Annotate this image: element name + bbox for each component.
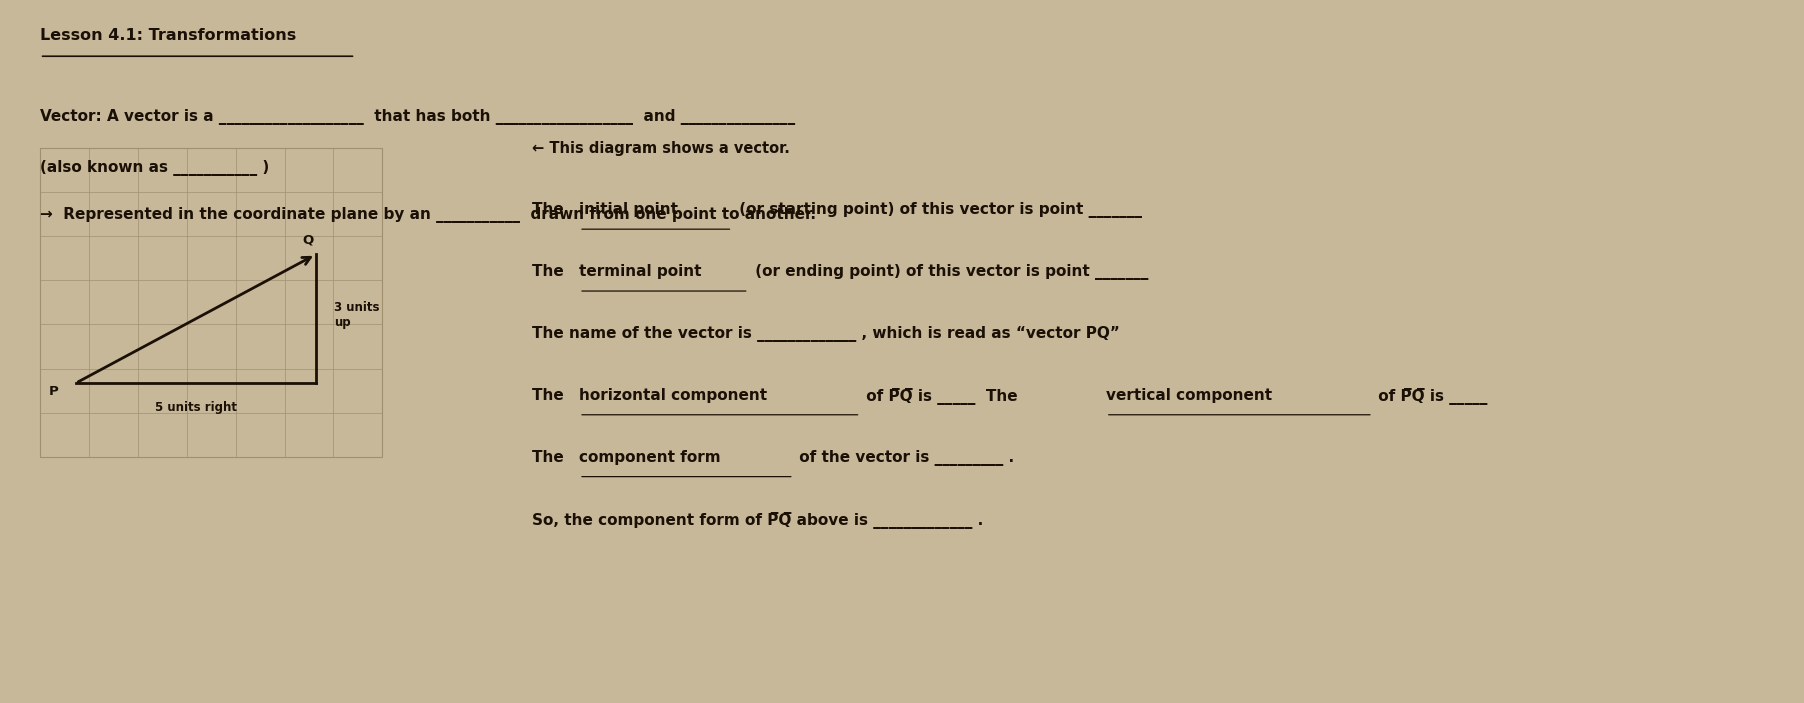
Text: of the vector is _________ .: of the vector is _________ . [794,450,1014,466]
Text: component form: component form [579,450,722,465]
Text: Q: Q [303,233,314,246]
Text: horizontal component: horizontal component [579,388,767,403]
Text: The name of the vector is _____________ , which is read as “vector PQ”: The name of the vector is _____________ … [532,326,1120,342]
Text: Vector: A vector is a ___________________  that has both __________________  and: Vector: A vector is a __________________… [40,109,796,125]
Text: initial point: initial point [579,202,678,217]
Text: of P̅Q̅ is _____: of P̅Q̅ is _____ [1373,388,1486,405]
Text: P: P [49,385,60,397]
Text: 3 units
up: 3 units up [334,302,379,329]
Text: (or ending point) of this vector is point _______: (or ending point) of this vector is poin… [750,264,1149,280]
Text: The: The [532,450,570,465]
Text: terminal point: terminal point [579,264,702,279]
Text: →  Represented in the coordinate plane by an ___________  drawn from one point t: → Represented in the coordinate plane by… [40,207,815,224]
Bar [40,148,382,457]
Text: The: The [532,388,570,403]
Text: 5 units right: 5 units right [155,401,236,413]
Text: Lesson 4.1: Transformations: Lesson 4.1: Transformations [40,28,296,43]
Text: vertical component: vertical component [1106,388,1272,403]
Text: (or starting point) of this vector is point _______: (or starting point) of this vector is po… [734,202,1142,219]
Text: The: The [532,264,570,279]
Text: of P̅Q̅ is _____  The: of P̅Q̅ is _____ The [861,388,1023,405]
Text: So, the component form of P̅Q̅ above is _____________ .: So, the component form of P̅Q̅ above is … [532,512,983,529]
Text: The: The [532,202,570,217]
Text: (also known as ___________ ): (also known as ___________ ) [40,160,269,176]
Text: ← This diagram shows a vector.: ← This diagram shows a vector. [532,141,790,155]
